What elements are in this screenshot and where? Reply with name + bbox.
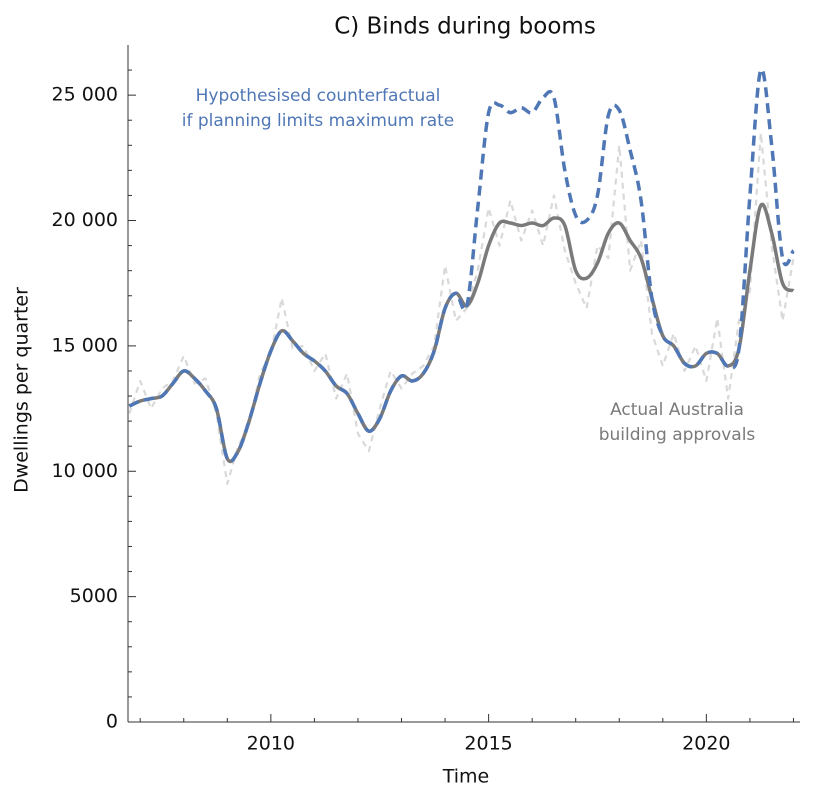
x-tick-label: 2010	[247, 733, 295, 755]
y-tick-label: 15 000	[52, 334, 118, 356]
x-tick-label: 2020	[682, 733, 730, 755]
y-tick-label: 25 000	[52, 84, 118, 106]
chart-title: C) Binds during booms	[334, 14, 596, 40]
annotation: building approvals	[599, 425, 756, 445]
y-tick-label: 0	[106, 711, 118, 733]
annotation: Actual Australia	[610, 400, 744, 420]
y-axis-label: Dwellings per quarter	[11, 287, 33, 493]
x-tick-label: 2015	[464, 733, 512, 755]
annotation: if planning limits maximum rate	[182, 111, 455, 131]
y-tick-label: 5000	[70, 585, 118, 607]
x-axis-label: Time	[442, 766, 490, 788]
y-tick-label: 20 000	[52, 209, 118, 231]
annotation: Hypothesised counterfactual	[196, 86, 441, 106]
series-line	[128, 67, 795, 464]
y-tick-label: 10 000	[52, 460, 118, 482]
series-line	[128, 202, 795, 464]
